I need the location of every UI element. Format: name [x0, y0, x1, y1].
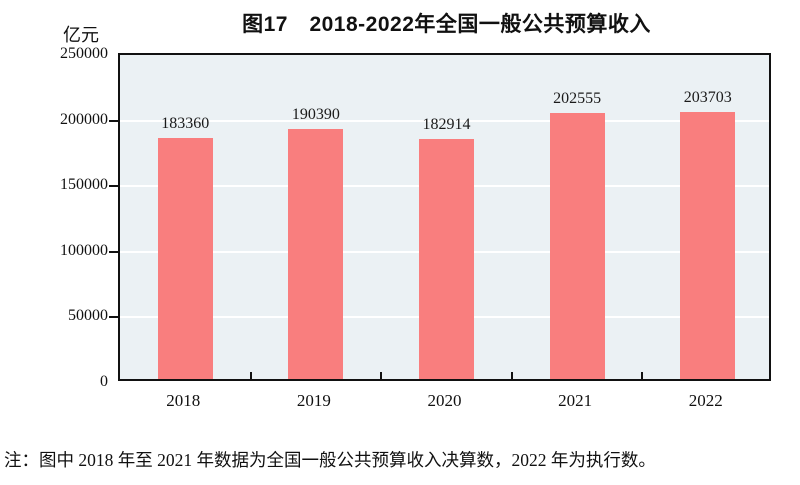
chart-title: 图17 2018-2022年全国一般公共预算收入 [242, 13, 651, 36]
plot-area: 183360 190390 182914 202555 203703 [118, 53, 771, 381]
footnote: 注：图中 2018 年至 2021 年数据为全国一般公共预算收入决算数，2022… [4, 450, 656, 470]
bar-2022 [680, 111, 736, 379]
x-boundary-tick [641, 372, 644, 379]
y-tick-label: 50000 [68, 307, 108, 325]
y-tick-mark [109, 250, 118, 253]
bar-value-label-2018: 183360 [161, 115, 210, 133]
x-tick-label-2018: 2018 [166, 391, 201, 410]
bar-value-label-2020: 182914 [422, 116, 471, 134]
bar-2019 [288, 129, 344, 379]
y-axis-unit-label: 亿元 [63, 25, 99, 45]
x-tick-label-2021: 2021 [558, 391, 593, 410]
y-tick-label: 250000 [60, 45, 108, 62]
y-tick-label: 150000 [60, 176, 108, 194]
bar-2018 [157, 138, 213, 379]
y-tick-label: 100000 [60, 241, 108, 259]
bar-2020 [419, 139, 474, 379]
bar-value-label-2022: 203703 [683, 88, 732, 106]
y-tick-mark [109, 185, 118, 188]
x-tick-label-2022: 2022 [688, 391, 723, 410]
x-boundary-tick [510, 372, 513, 379]
y-tick-label: 200000 [60, 110, 108, 128]
y-tick-label: 0 [100, 373, 108, 390]
x-tick-label-2020: 2020 [427, 391, 462, 410]
x-boundary-tick [249, 372, 252, 379]
bar-value-label-2019: 190390 [291, 106, 340, 124]
x-tick-label-2019: 2019 [296, 391, 331, 410]
x-boundary-tick [380, 372, 383, 379]
gridline [120, 119, 769, 122]
bar-2021 [549, 113, 605, 379]
bar-value-label-2021: 202555 [553, 90, 602, 108]
y-tick-mark [109, 119, 118, 122]
y-tick-mark [109, 316, 118, 319]
